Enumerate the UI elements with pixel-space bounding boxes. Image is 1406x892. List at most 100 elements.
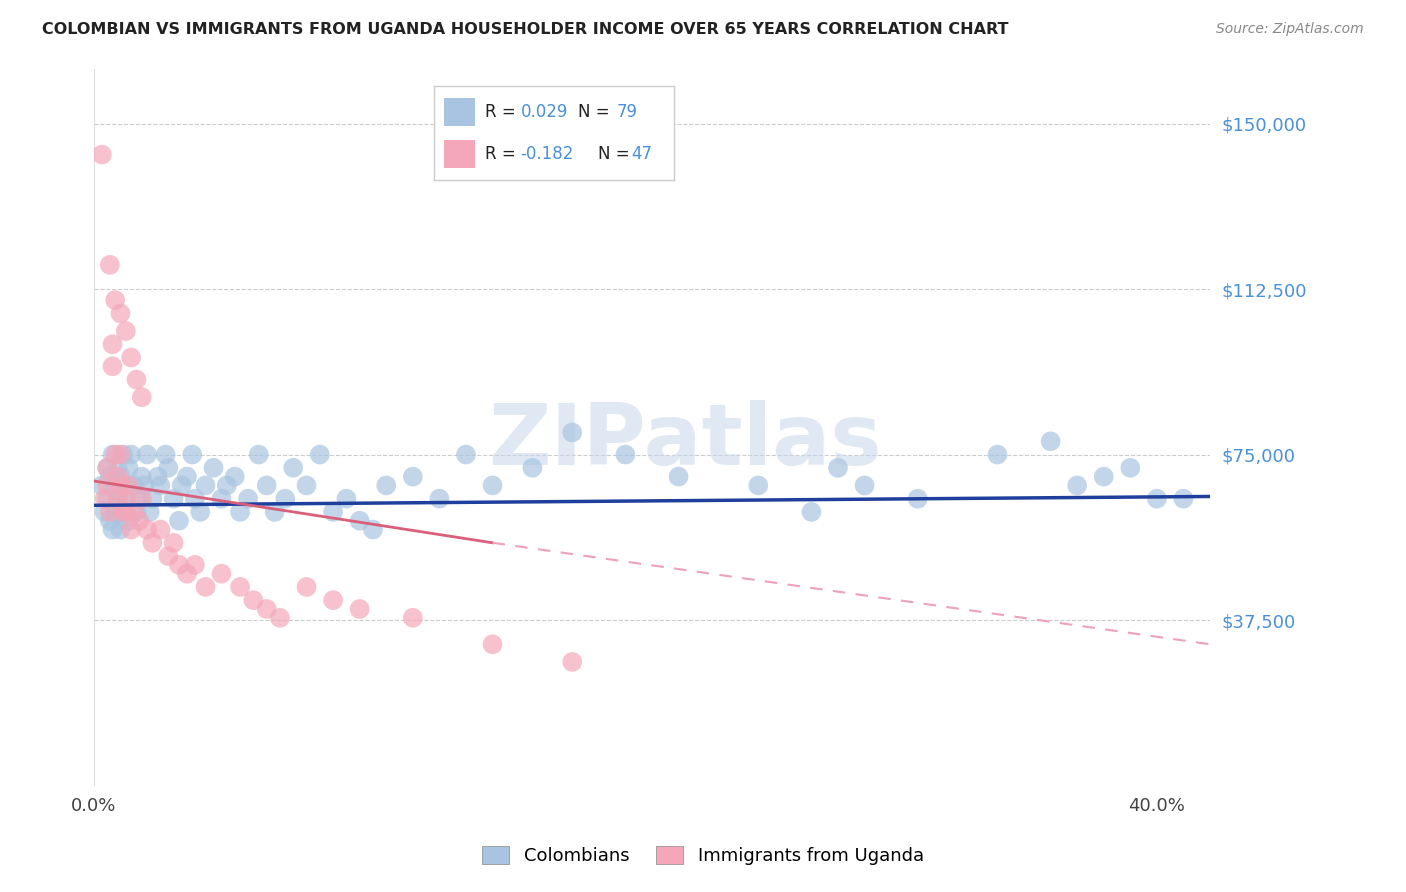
Point xyxy=(96,460,118,475)
Point xyxy=(98,505,121,519)
Point xyxy=(131,491,153,506)
Point xyxy=(747,478,769,492)
Point xyxy=(96,478,118,492)
Point xyxy=(110,478,132,492)
Point xyxy=(114,324,136,338)
Point xyxy=(322,593,344,607)
Point xyxy=(402,611,425,625)
Point xyxy=(295,478,318,492)
Point xyxy=(184,491,207,506)
Text: COLOMBIAN VS IMMIGRANTS FROM UGANDA HOUSEHOLDER INCOME OVER 65 YEARS CORRELATION: COLOMBIAN VS IMMIGRANTS FROM UGANDA HOUS… xyxy=(42,22,1008,37)
Point xyxy=(308,448,330,462)
Point xyxy=(112,448,135,462)
Point xyxy=(163,536,186,550)
Point xyxy=(157,549,180,563)
Point xyxy=(110,523,132,537)
Point xyxy=(104,478,127,492)
Point xyxy=(561,655,583,669)
Point xyxy=(114,491,136,506)
Point xyxy=(128,491,150,506)
Point xyxy=(149,478,172,492)
Point xyxy=(402,469,425,483)
Point xyxy=(125,505,148,519)
Point xyxy=(215,478,238,492)
Point xyxy=(120,351,142,365)
Point xyxy=(141,536,163,550)
Point xyxy=(194,478,217,492)
Point xyxy=(1066,478,1088,492)
Point xyxy=(120,523,142,537)
Point xyxy=(120,448,142,462)
Text: Source: ZipAtlas.com: Source: ZipAtlas.com xyxy=(1216,22,1364,37)
Point xyxy=(668,469,690,483)
Point xyxy=(170,478,193,492)
Point xyxy=(93,505,115,519)
Point xyxy=(107,460,129,475)
Point xyxy=(134,478,156,492)
Point xyxy=(211,491,233,506)
Point xyxy=(176,566,198,581)
Point xyxy=(181,448,204,462)
Point xyxy=(112,505,135,519)
Point xyxy=(117,514,139,528)
Point xyxy=(117,478,139,492)
Point xyxy=(242,593,264,607)
Point xyxy=(167,514,190,528)
Point xyxy=(163,491,186,506)
Point xyxy=(90,478,112,492)
Point xyxy=(194,580,217,594)
Point xyxy=(107,469,129,483)
Point xyxy=(107,491,129,506)
Point xyxy=(375,478,398,492)
Point xyxy=(122,505,145,519)
Point xyxy=(1092,469,1115,483)
Point xyxy=(110,448,132,462)
Point xyxy=(211,566,233,581)
Point xyxy=(131,469,153,483)
Point xyxy=(110,306,132,320)
Point xyxy=(853,478,876,492)
Point xyxy=(101,448,124,462)
Point xyxy=(827,460,849,475)
Point xyxy=(141,491,163,506)
Point xyxy=(138,505,160,519)
Point xyxy=(128,514,150,528)
Point xyxy=(349,602,371,616)
Point xyxy=(269,611,291,625)
Point xyxy=(184,558,207,572)
Point xyxy=(146,469,169,483)
Point xyxy=(1146,491,1168,506)
Point xyxy=(114,491,136,506)
Point xyxy=(263,505,285,519)
Point xyxy=(283,460,305,475)
Point xyxy=(561,425,583,440)
Point xyxy=(125,373,148,387)
Point xyxy=(614,448,637,462)
Point xyxy=(117,460,139,475)
Point xyxy=(104,505,127,519)
Point xyxy=(481,637,503,651)
Point xyxy=(236,491,259,506)
Point xyxy=(229,505,252,519)
Point xyxy=(247,448,270,462)
Point xyxy=(188,505,211,519)
Point xyxy=(800,505,823,519)
Point xyxy=(202,460,225,475)
Point xyxy=(149,523,172,537)
Point xyxy=(1173,491,1195,506)
Point xyxy=(176,469,198,483)
Point xyxy=(229,580,252,594)
Point xyxy=(112,505,135,519)
Point xyxy=(136,448,159,462)
Point xyxy=(157,460,180,475)
Point xyxy=(167,558,190,572)
Point xyxy=(122,478,145,492)
Point xyxy=(114,478,136,492)
Point xyxy=(155,448,177,462)
Point xyxy=(93,491,115,506)
Point xyxy=(98,514,121,528)
Text: ZIPatlas: ZIPatlas xyxy=(489,400,883,483)
Point xyxy=(104,293,127,307)
Point xyxy=(429,491,451,506)
Point xyxy=(107,491,129,506)
